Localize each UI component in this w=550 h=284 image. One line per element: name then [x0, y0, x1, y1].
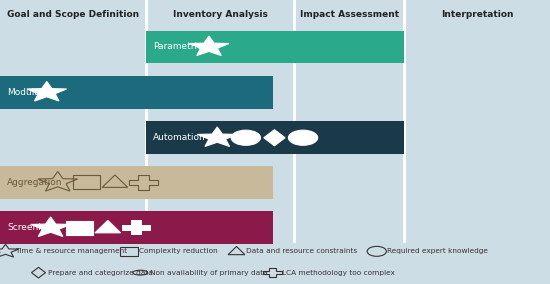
Polygon shape [264, 130, 285, 146]
Circle shape [231, 130, 261, 145]
Polygon shape [189, 36, 229, 56]
Bar [0, 76, 273, 108]
Text: Complexity reduction: Complexity reduction [139, 248, 218, 254]
Text: Time & resource management: Time & resource management [15, 248, 128, 254]
Text: Screening: Screening [7, 223, 53, 232]
Polygon shape [27, 82, 67, 101]
Polygon shape [95, 220, 120, 233]
Bar [66, 221, 92, 235]
Text: Modular: Modular [7, 88, 44, 97]
Text: Interpretation: Interpretation [441, 10, 514, 19]
Circle shape [288, 130, 318, 145]
Bar [131, 220, 142, 235]
Text: Inventory Analysis: Inventory Analysis [173, 10, 267, 19]
Text: Aggregation: Aggregation [7, 178, 63, 187]
Bar [146, 122, 404, 154]
Text: Prepare and categorize data: Prepare and categorize data [48, 270, 153, 276]
Text: Parametric: Parametric [153, 42, 202, 51]
Text: Data and resource constraints: Data and resource constraints [246, 248, 358, 254]
Bar [0, 211, 273, 244]
Text: Goal and Scope Definition: Goal and Scope Definition [7, 10, 139, 19]
Text: Impact Assessment: Impact Assessment [300, 10, 399, 19]
Polygon shape [31, 217, 70, 237]
Bar [73, 176, 100, 189]
Bar [0, 166, 273, 199]
Text: Required expert knowledge: Required expert knowledge [387, 248, 487, 254]
Polygon shape [197, 127, 237, 147]
Text: Non availability of primary data: Non availability of primary data [150, 270, 268, 276]
Bar [122, 225, 151, 231]
Bar [120, 247, 138, 256]
Text: LCA methodology too complex: LCA methodology too complex [282, 270, 395, 276]
Bar [146, 30, 404, 63]
Text: Automation: Automation [153, 133, 206, 142]
